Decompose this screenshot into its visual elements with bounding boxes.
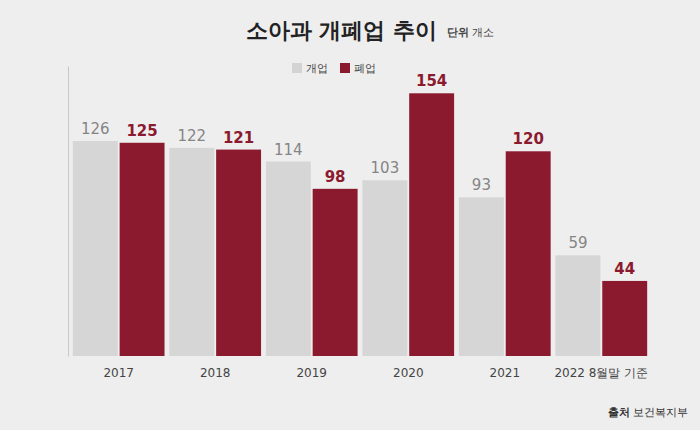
legend-item: 개업 — [292, 62, 328, 75]
legend-swatch — [292, 63, 302, 73]
bar — [459, 197, 504, 356]
legend-label: 폐업 — [354, 62, 376, 75]
title-group: 소아과 개폐업 추이 단위 개소 — [246, 18, 495, 43]
data-label: 93 — [472, 176, 491, 194]
data-label: 121 — [223, 129, 254, 147]
data-labels: 126 122 114 103 93 59 125 121 98 154 120 44 — [81, 72, 635, 278]
x-tick-label: 2022 8월말 기준 — [554, 366, 648, 380]
x-tick-label: 2017 — [103, 366, 134, 380]
x-tick-label: 2021 — [490, 366, 521, 380]
bar — [73, 141, 118, 356]
data-label: 125 — [126, 122, 157, 140]
y-axis-line — [68, 67, 69, 357]
annotation: 출처 보건복지부 — [608, 406, 689, 419]
chart: 소아과 개폐업 추이단위 개소개업폐업126122114103935912512… — [0, 0, 700, 430]
data-label: 154 — [416, 72, 447, 90]
x-tick-label: 2020 — [393, 366, 424, 380]
data-label: 59 — [568, 234, 587, 252]
data-label: 122 — [177, 127, 206, 145]
x-tick: 2017 — [103, 366, 134, 380]
bars — [73, 93, 647, 356]
bar — [602, 281, 647, 356]
legend: 개업 폐업 — [292, 62, 376, 75]
legend-label: 개업 — [306, 62, 328, 75]
bar — [362, 180, 407, 356]
background — [0, 0, 700, 430]
x-tick: 2021 — [490, 366, 521, 380]
data-label: 98 — [325, 168, 346, 186]
x-axis: 2017 2018 2019 2020 2021 2022 8월말 기준 — [103, 366, 648, 380]
bar — [409, 93, 454, 356]
bar — [120, 143, 165, 356]
legend-item: 폐업 — [340, 62, 376, 75]
bar — [313, 189, 358, 356]
x-tick-label: 2018 — [200, 366, 231, 380]
annotation: 단위 개소 — [447, 26, 495, 39]
bar — [266, 162, 311, 356]
x-tick: 2019 — [296, 366, 327, 380]
data-label: 126 — [81, 120, 110, 138]
x-tick: 2018 — [200, 366, 231, 380]
legend-swatch — [340, 63, 350, 73]
y-axis — [68, 67, 69, 357]
x-tick-label: 2019 — [296, 366, 327, 380]
data-label: 120 — [513, 130, 544, 148]
title: 소아과 개폐업 추이 — [246, 18, 437, 43]
x-tick: 2020 — [393, 366, 424, 380]
x-tick: 2022 8월말 기준 — [554, 366, 648, 380]
bar — [216, 150, 261, 356]
bar — [169, 148, 214, 356]
data-label: 44 — [614, 260, 635, 278]
data-label: 103 — [371, 159, 400, 177]
bar — [506, 151, 551, 356]
bar — [555, 255, 600, 356]
data-label: 114 — [274, 141, 303, 159]
